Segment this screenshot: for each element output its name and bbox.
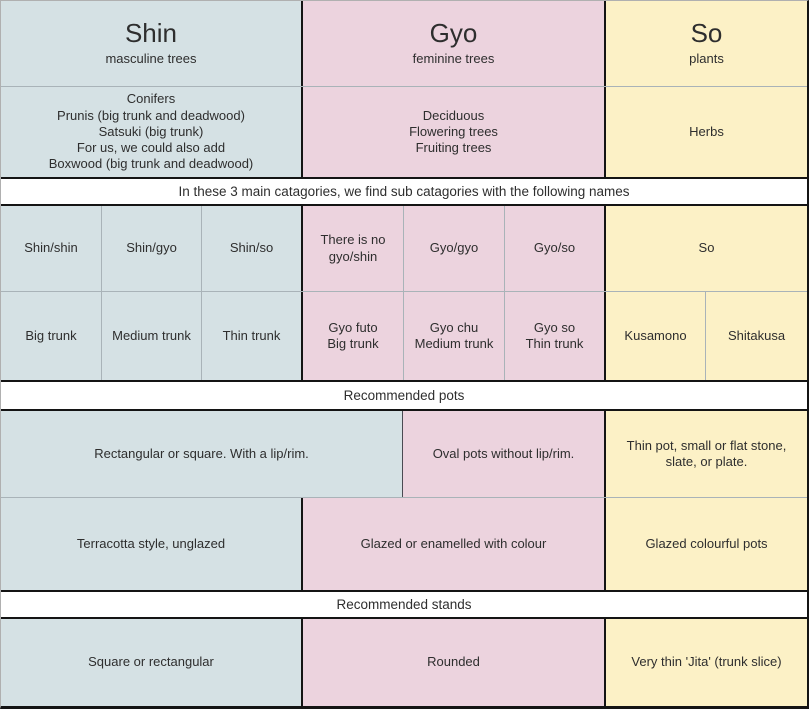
gyo-examples-cell: Deciduous Flowering trees Fruiting trees [303,87,606,177]
gyo-futo-cell: Gyo futo Big trunk [303,292,404,380]
shin-big-trunk-cell: Big trunk [1,292,102,380]
shin-shin-cell: Shin/shin [1,206,102,291]
gyo-subtitle: feminine trees [412,51,495,67]
examples-row: Conifers Prunis (big trunk and deadwood)… [1,87,807,177]
gyo-header-cell: Gyo feminine trees [303,1,606,86]
no-gyo-shin-cell: There is no gyo/shin [303,206,404,291]
shin-examples-cell: Conifers Prunis (big trunk and deadwood)… [1,87,303,177]
so-subtitle: plants [689,51,724,67]
shin-thin-trunk-cell: Thin trunk [202,292,303,380]
gyo-title: Gyo [429,18,478,49]
trunk-types-row: Big trunk Medium trunk Thin trunk Gyo fu… [1,292,807,380]
so-stand-cell: Very thin 'Jita' (trunk slice) [606,619,807,706]
pot-shapes-row: Rectangular or square. With a lip/rim. O… [1,411,807,498]
so-header-cell: So plants [606,1,807,86]
main-categories-row: Shin masculine trees Gyo feminine trees … [1,1,807,87]
shin-subtitle: masculine trees [105,51,197,67]
shin-pot-finish-cell: Terracotta style, unglazed [1,498,303,590]
pots-banner: Recommended pots [1,380,807,411]
so-examples-cell: Herbs [606,87,807,177]
shin-medium-trunk-cell: Medium trunk [102,292,202,380]
stands-row: Square or rectangular Rounded Very thin … [1,619,807,706]
shin-stand-cell: Square or rectangular [1,619,303,706]
so-title: So [690,18,723,49]
so-pot-finish-cell: Glazed colourful pots [606,498,807,590]
shin-title: Shin [124,18,178,49]
so-pot-shape-cell: Thin pot, small or flat stone, slate, or… [606,411,807,497]
shin-pot-shape-cell: Rectangular or square. With a lip/rim. [1,411,403,497]
pot-finishes-row: Terracotta style, unglazed Glazed or ena… [1,498,807,590]
shin-gyo-cell: Shin/gyo [102,206,202,291]
gyo-pot-shape-cell: Oval pots without lip/rim. [403,411,606,497]
gyo-chu-cell: Gyo chu Medium trunk [404,292,505,380]
shin-so-cell: Shin/so [202,206,303,291]
subcategories-banner: In these 3 main catagories, we find sub … [1,177,807,206]
gyo-so-cell: Gyo/so [505,206,606,291]
gyo-gyo-cell: Gyo/gyo [404,206,505,291]
kusamono-cell: Kusamono [606,292,706,380]
so-subcategory-cell: So [606,206,807,291]
shin-header-cell: Shin masculine trees [1,1,303,86]
subcategory-names-row: Shin/shin Shin/gyo Shin/so There is no g… [1,206,807,292]
gyo-stand-cell: Rounded [303,619,606,706]
stands-banner: Recommended stands [1,590,807,619]
gyo-pot-finish-cell: Glazed or enamelled with colour [303,498,606,590]
shitakusa-cell: Shitakusa [706,292,807,380]
gyo-so-thin-cell: Gyo so Thin trunk [505,292,606,380]
